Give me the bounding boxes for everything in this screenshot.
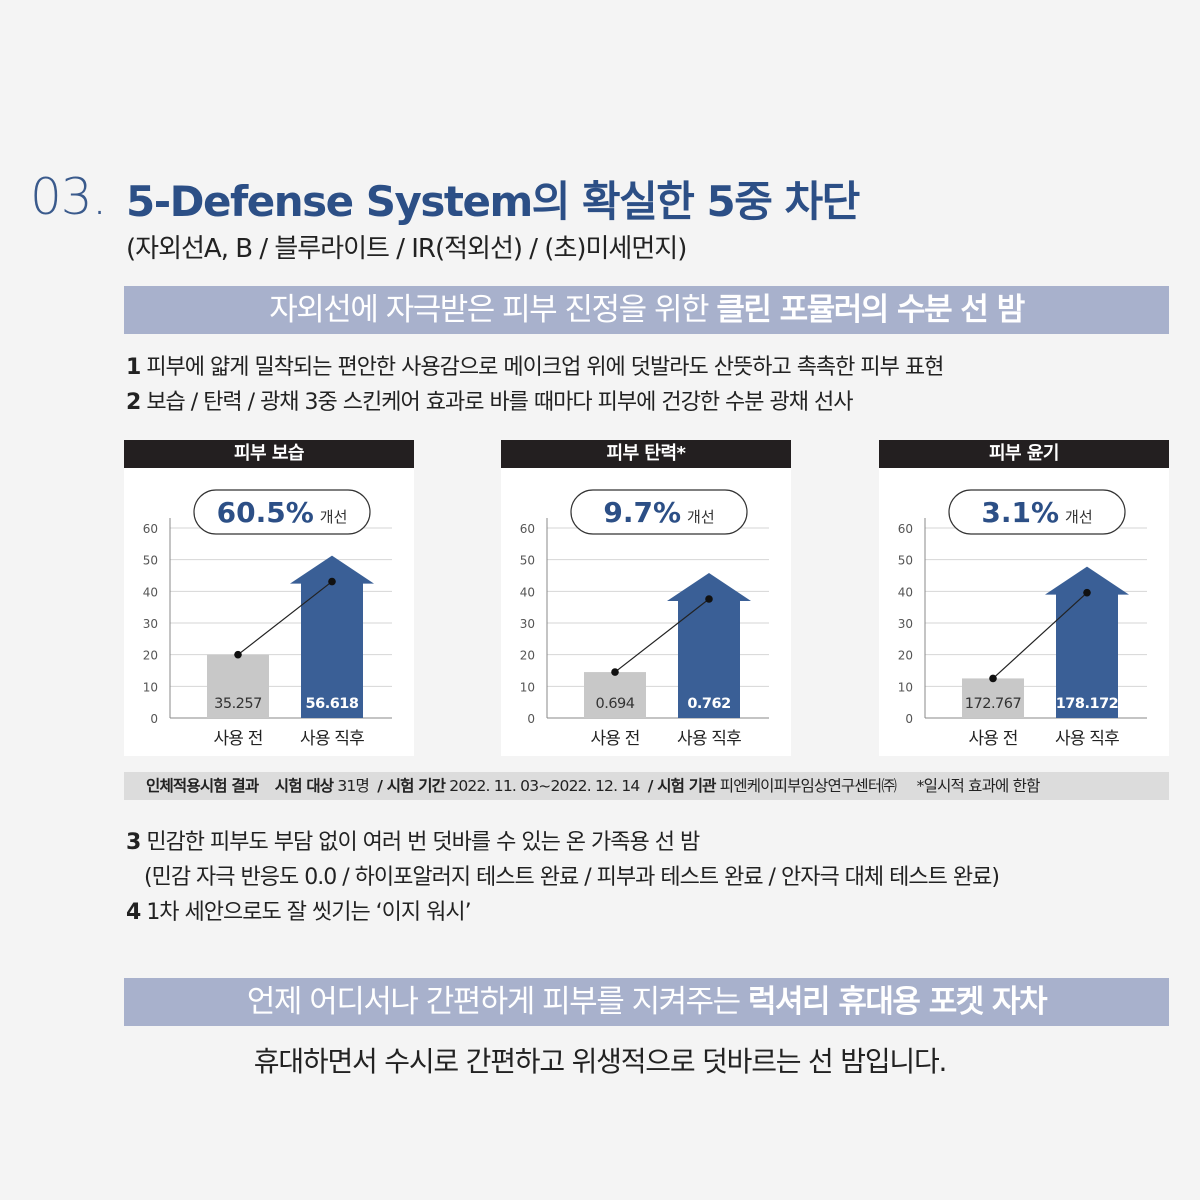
y-tick-label: 60 — [520, 522, 535, 536]
improvement-badge — [193, 489, 371, 535]
trend-line — [992, 592, 1088, 679]
trend-point — [1083, 588, 1091, 597]
trend-point — [705, 595, 713, 603]
y-tick-label: 50 — [898, 554, 913, 568]
x-tick-label: 사용 전 — [590, 729, 639, 749]
y-tick-label: 20 — [520, 649, 535, 663]
y-tick-label: 40 — [520, 585, 535, 599]
y-tick-label: 0 — [150, 712, 158, 726]
chart-moisture: 피부 보습 0 10 20 30 40 50 60 35.257 사용 전 56.618 사용 직후… — [124, 440, 414, 756]
band1-text: 자외선에 자극받은 피부 진정을 위한 — [269, 292, 717, 328]
section-title: 5-Defense System의 확실한 5중 차단 — [126, 177, 860, 226]
list-item: 3 민감한 피부도 부담 없이 여러 번 덧바를 수 있는 온 가족용 선 밤 — [126, 830, 700, 855]
improvement-badge — [570, 489, 748, 535]
trend-line — [237, 581, 333, 656]
feature-list-2: 3 민감한 피부도 부담 없이 여러 번 덧바를 수 있는 온 가족용 선 밤 (… — [126, 825, 1000, 930]
x-tick-label: 사용 직후 — [1055, 729, 1119, 749]
band1-strong: 클린 포뮬러의 수분 선 밤 — [716, 292, 1025, 328]
chart-radiance: 피부 윤기 0 10 20 30 40 50 60 172.767 사용 전 178.172 사용 … — [879, 440, 1169, 756]
bar-after-arrow — [1045, 566, 1129, 718]
y-tick-label: 0 — [905, 712, 913, 726]
section-subtitle: (자외선A, B / 블루라이트 / IR(적외선) / (초)미세먼지) — [126, 234, 687, 264]
trend-point — [328, 577, 336, 586]
chart-title: 피부 보습 — [124, 440, 414, 468]
list-item: (민감 자극 반응도 0.0 / 하이포알러지 테스트 완료 / 피부과 테스트… — [144, 865, 1000, 890]
y-tick-label: 30 — [898, 617, 913, 631]
feature-list-1: 1 피부에 얇게 밀착되는 편안한 사용감으로 메이크업 위에 덧발라도 산뜻하고… — [126, 350, 944, 420]
x-tick-label: 사용 직후 — [300, 729, 364, 749]
bar-value-label: 172.767 — [965, 696, 1021, 712]
y-tick-label: 30 — [143, 617, 158, 631]
x-tick-label: 사용 직후 — [677, 729, 741, 749]
bar-after-arrow — [667, 573, 751, 718]
chart-svg: 0 10 20 30 40 50 60 35.257 사용 전 56.618 사용 직후 60.5% 개… — [143, 489, 392, 749]
improvement-badge-text: 60.5% 개선 — [217, 496, 348, 529]
band2-strong: 럭셔리 휴대용 포켓 자차 — [748, 984, 1048, 1020]
improvement-badge-text: 9.7% 개선 — [603, 496, 714, 529]
y-tick-label: 10 — [520, 680, 535, 694]
trend-line — [614, 598, 710, 673]
y-tick-label: 10 — [143, 680, 158, 694]
trend-point — [989, 674, 997, 683]
bar-value-label: 35.257 — [214, 696, 262, 712]
chart-title: 피부 탄력* — [501, 440, 791, 468]
y-tick-label: 40 — [143, 585, 158, 599]
bar-before — [962, 678, 1024, 718]
y-tick-label: 50 — [520, 554, 535, 568]
x-tick-label: 사용 전 — [968, 729, 1017, 749]
closing-text: 휴대하면서 수시로 간편하고 위생적으로 덧바르는 선 밤입니다. — [253, 1045, 948, 1078]
bar-after-arrow — [290, 555, 374, 718]
y-tick-label: 50 — [143, 554, 158, 568]
chart-title: 피부 윤기 — [879, 440, 1169, 468]
y-tick-label: 60 — [143, 522, 158, 536]
band2-text: 언제 어디서나 간편하게 피부를 지켜주는 — [246, 984, 749, 1020]
y-tick-label: 40 — [898, 585, 913, 599]
y-tick-label: 10 — [898, 680, 913, 694]
bar-before — [207, 654, 269, 718]
footnote-note: *일시적 효과에 한함 — [916, 777, 1041, 795]
trend-point — [234, 650, 242, 659]
chart-svg: 0 10 20 30 40 50 60 0.694 사용 전 0.762 사용 직후 9.7% 개선 — [520, 489, 769, 749]
list-item: 1 피부에 얇게 밀착되는 편안한 사용감으로 메이크업 위에 덧발라도 산뜻하고… — [126, 355, 944, 380]
improvement-badge-text: 3.1% 개선 — [981, 496, 1092, 529]
bar-value-label: 0.694 — [595, 696, 634, 712]
bar-value-label: 56.618 — [306, 696, 359, 712]
section-number: 03. — [30, 168, 108, 226]
y-tick-label: 20 — [143, 649, 158, 663]
bar-before — [584, 672, 646, 718]
bar-value-label: 178.172 — [1056, 696, 1119, 712]
y-tick-label: 60 — [898, 522, 913, 536]
y-tick-label: 30 — [520, 617, 535, 631]
chart-elasticity: 피부 탄력* 0 10 20 30 40 50 60 0.694 사용 전 0.762 사용 직후 9… — [501, 440, 791, 756]
improvement-badge — [948, 489, 1126, 535]
section-number-dot: . — [91, 168, 108, 226]
test-footnote: 인체적용시험 결과 시험 대상 31명 / 시험 기간 2022. 11. 03… — [124, 772, 1169, 800]
headline-band-1: 자외선에 자극받은 피부 진정을 위한 클린 포뮬러의 수분 선 밤 — [124, 286, 1169, 334]
trend-point — [611, 668, 619, 676]
y-tick-label: 20 — [898, 649, 913, 663]
list-item: 2 보습 / 탄력 / 광채 3중 스킨케어 효과로 바를 때마다 피부에 건강한… — [126, 390, 853, 415]
list-item: 4 1차 세안으로도 잘 씻기는 ‘이지 워시’ — [126, 900, 472, 925]
y-tick-label: 0 — [527, 712, 535, 726]
headline-band-2: 언제 어디서나 간편하게 피부를 지켜주는 럭셔리 휴대용 포켓 자차 — [124, 978, 1169, 1026]
bar-value-label: 0.762 — [687, 696, 730, 712]
chart-svg: 0 10 20 30 40 50 60 172.767 사용 전 178.172 사용 직후 3.1%… — [898, 489, 1147, 749]
x-tick-label: 사용 전 — [213, 729, 262, 749]
